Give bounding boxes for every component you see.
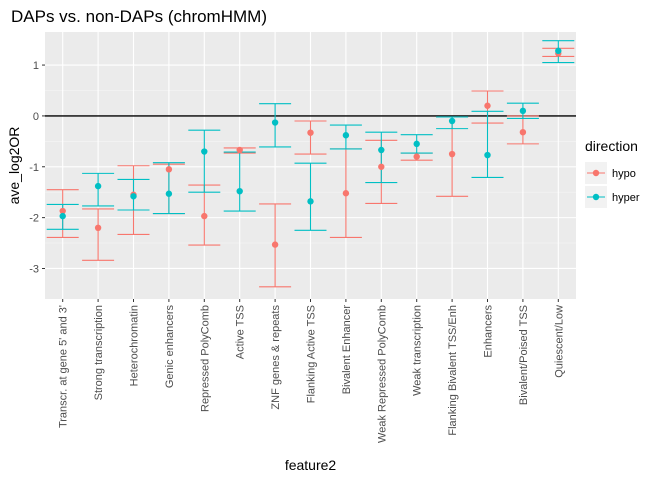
point-hypo <box>378 163 385 170</box>
data-points <box>59 47 562 248</box>
x-tick-label: Weak Repressed PolyComb <box>376 305 388 443</box>
chart-title: DAPs vs. non-DAPs (chromHMM) <box>11 7 267 26</box>
x-tick-label: Weak transcription <box>412 305 424 396</box>
point-hyper <box>94 182 102 190</box>
error-bar-hyper <box>82 172 115 207</box>
point-hyper <box>378 146 385 154</box>
point-hyper <box>201 148 208 155</box>
point-hypo <box>201 212 208 220</box>
point-hypo <box>448 150 456 158</box>
point-hypo <box>342 190 350 197</box>
point-hypo <box>236 146 243 154</box>
point-hyper <box>271 119 279 126</box>
point-hyper <box>165 190 173 197</box>
y-tick-label: 1 <box>33 60 39 72</box>
y-tick-label: 0 <box>33 111 39 123</box>
legend: direction hypo hyper <box>585 138 640 208</box>
point-hypo <box>165 166 173 173</box>
legend-label-hypo: hypo <box>612 168 636 180</box>
point-hypo <box>413 153 420 160</box>
error-bar-hypo <box>294 120 327 155</box>
legend-point-hypo <box>592 169 600 177</box>
point-hyper <box>236 187 243 195</box>
x-tick-label: Bivalent/Poised TSS <box>518 305 530 405</box>
x-tick-label: ZNF genes & repeats <box>270 305 282 410</box>
legend-point-hyper <box>592 193 600 201</box>
x-tick-label: Genic enhancers <box>164 305 176 389</box>
error-bar-hypo <box>82 208 115 261</box>
point-hypo <box>59 207 66 215</box>
error-bar-hyper <box>294 162 327 231</box>
error-bar-hyper <box>471 110 504 179</box>
point-hyper <box>413 140 420 148</box>
point-hypo <box>519 128 527 136</box>
legend-label-hyper: hyper <box>612 192 640 204</box>
x-tick-label: Enhancers <box>483 305 495 358</box>
point-hyper <box>342 132 350 139</box>
point-hypo <box>271 241 279 248</box>
x-tick-label: Transcr. at gene 5' and 3' <box>58 305 70 428</box>
error-bar-hyper <box>188 129 221 193</box>
x-axis-ticks: Transcr. at gene 5' and 3' Strong transcr… <box>58 299 565 443</box>
y-axis-ticks: -3 -2 -1 0 1 <box>29 60 45 275</box>
y-axis-title: ave_log2OR <box>6 127 22 205</box>
x-tick-label: Bivalent Enhancer <box>341 305 353 395</box>
point-hyper <box>130 193 137 200</box>
x-tick-label: Strong transcription <box>93 305 105 400</box>
x-tick-label: Flanking Bivalent TSS/Enh <box>447 305 459 436</box>
y-tick-label: -3 <box>29 263 39 275</box>
x-tick-label: Quiescent/Low <box>553 305 565 378</box>
point-hyper <box>448 117 456 125</box>
point-hyper <box>307 198 314 205</box>
point-hypo <box>94 224 102 231</box>
y-tick-label: -2 <box>29 213 39 225</box>
legend-title: direction <box>585 138 638 154</box>
point-hyper <box>59 212 66 220</box>
y-tick-label: -1 <box>29 162 39 174</box>
x-tick-label: Heterochromatin <box>129 305 141 386</box>
error-bar-hyper <box>365 131 398 184</box>
x-tick-label: Active TSS <box>235 305 247 359</box>
legend-items: hypo hyper <box>585 162 640 208</box>
x-axis-title: feature2 <box>285 457 337 473</box>
point-hypo <box>484 102 491 109</box>
x-tick-label: Flanking Active TSS <box>306 305 318 403</box>
point-hyper <box>519 107 527 115</box>
error-bars <box>46 40 575 288</box>
point-hyper <box>555 47 562 55</box>
point-hyper <box>484 151 491 159</box>
point-hypo <box>307 129 314 136</box>
x-tick-label: Repressed PolyComb <box>199 305 211 412</box>
